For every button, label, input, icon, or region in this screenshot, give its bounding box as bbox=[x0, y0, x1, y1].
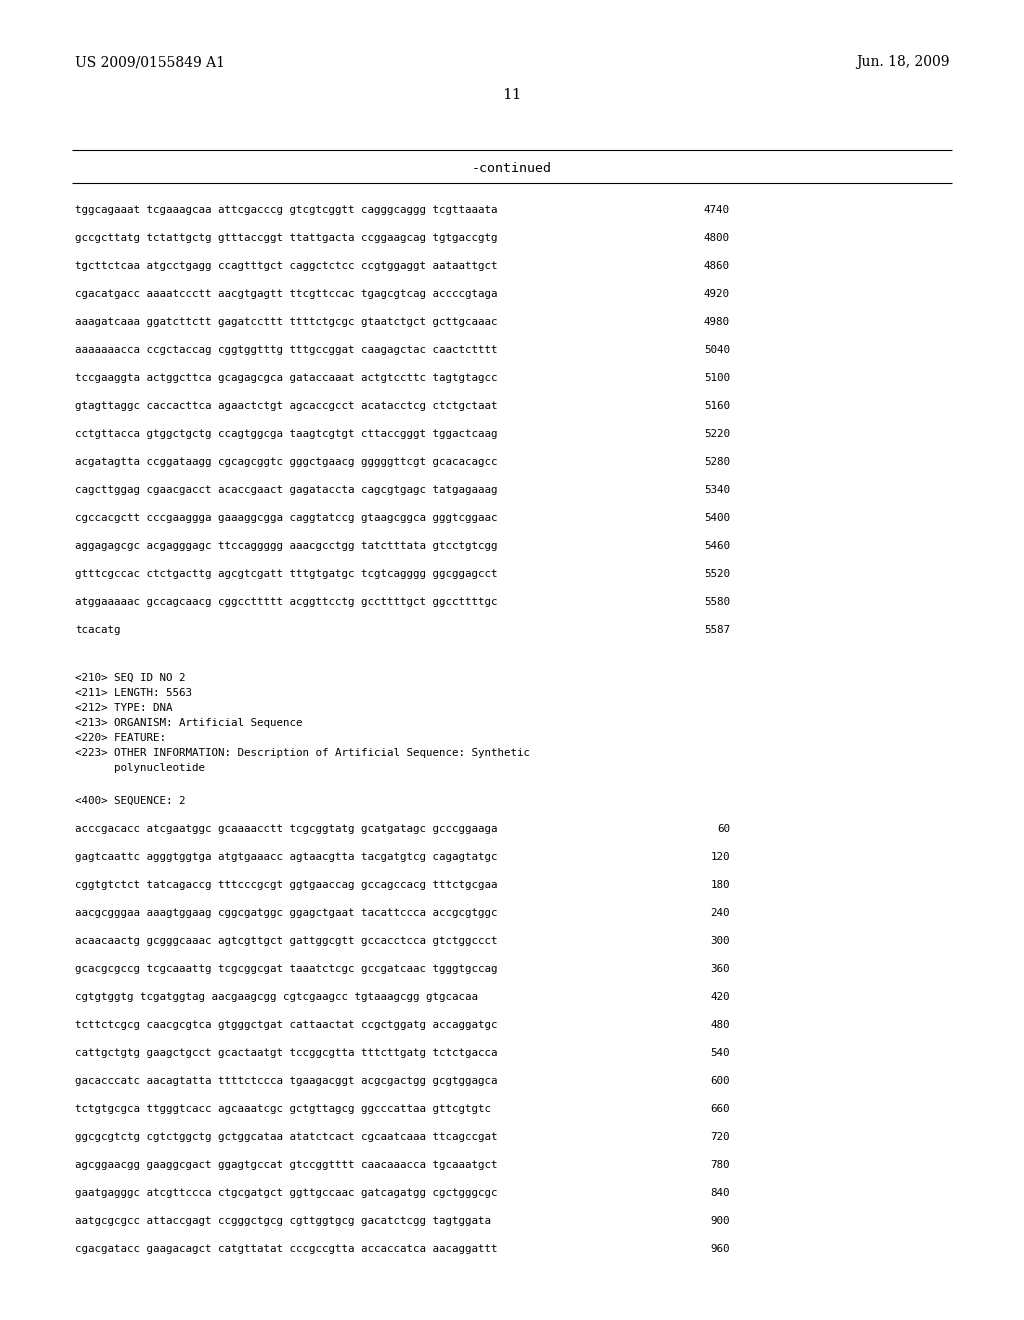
Text: <220> FEATURE:: <220> FEATURE: bbox=[75, 733, 166, 743]
Text: cattgctgtg gaagctgcct gcactaatgt tccggcgtta tttcttgatg tctctgacca: cattgctgtg gaagctgcct gcactaatgt tccggcg… bbox=[75, 1048, 498, 1059]
Text: 180: 180 bbox=[711, 880, 730, 890]
Text: 900: 900 bbox=[711, 1216, 730, 1226]
Text: 660: 660 bbox=[711, 1104, 730, 1114]
Text: 5220: 5220 bbox=[705, 429, 730, 440]
Text: cgacatgacc aaaatccctt aacgtgagtt ttcgttccac tgagcgtcag accccgtaga: cgacatgacc aaaatccctt aacgtgagtt ttcgttc… bbox=[75, 289, 498, 300]
Text: tccgaaggta actggcttca gcagagcgca gataccaaat actgtccttc tagtgtagcc: tccgaaggta actggcttca gcagagcgca gatacca… bbox=[75, 374, 498, 383]
Text: 600: 600 bbox=[711, 1076, 730, 1086]
Text: aatgcgcgcc attaccgagt ccgggctgcg cgttggtgcg gacatctcgg tagtggata: aatgcgcgcc attaccgagt ccgggctgcg cgttggt… bbox=[75, 1216, 490, 1226]
Text: US 2009/0155849 A1: US 2009/0155849 A1 bbox=[75, 55, 225, 69]
Text: cgtgtggtg tcgatggtag aacgaagcgg cgtcgaagcc tgtaaagcgg gtgcacaa: cgtgtggtg tcgatggtag aacgaagcgg cgtcgaag… bbox=[75, 993, 478, 1002]
Text: tcacatg: tcacatg bbox=[75, 624, 121, 635]
Text: <223> OTHER INFORMATION: Description of Artificial Sequence: Synthetic: <223> OTHER INFORMATION: Description of … bbox=[75, 748, 530, 758]
Text: <213> ORGANISM: Artificial Sequence: <213> ORGANISM: Artificial Sequence bbox=[75, 718, 302, 729]
Text: 4800: 4800 bbox=[705, 234, 730, 243]
Text: cggtgtctct tatcagaccg tttcccgcgt ggtgaaccag gccagccacg tttctgcgaa: cggtgtctct tatcagaccg tttcccgcgt ggtgaac… bbox=[75, 880, 498, 890]
Text: 480: 480 bbox=[711, 1020, 730, 1030]
Text: 11: 11 bbox=[502, 88, 522, 102]
Text: 720: 720 bbox=[711, 1133, 730, 1142]
Text: tggcagaaat tcgaaagcaa attcgacccg gtcgtcggtt cagggcaggg tcgttaaata: tggcagaaat tcgaaagcaa attcgacccg gtcgtcg… bbox=[75, 205, 498, 215]
Text: tgcttctcaa atgcctgagg ccagtttgct caggctctcc ccgtggaggt aataattgct: tgcttctcaa atgcctgagg ccagtttgct caggctc… bbox=[75, 261, 498, 271]
Text: aaagatcaaa ggatcttctt gagatccttt ttttctgcgc gtaatctgct gcttgcaaac: aaagatcaaa ggatcttctt gagatccttt ttttctg… bbox=[75, 317, 498, 327]
Text: cgccacgctt cccgaaggga gaaaggcgga caggtatccg gtaagcggca gggtcggaac: cgccacgctt cccgaaggga gaaaggcgga caggtat… bbox=[75, 513, 498, 523]
Text: <211> LENGTH: 5563: <211> LENGTH: 5563 bbox=[75, 688, 193, 698]
Text: atggaaaaac gccagcaacg cggccttttt acggttcctg gccttttgct ggccttttgc: atggaaaaac gccagcaacg cggccttttt acggttc… bbox=[75, 597, 498, 607]
Text: gagtcaattc agggtggtga atgtgaaacc agtaacgtta tacgatgtcg cagagtatgc: gagtcaattc agggtggtga atgtgaaacc agtaacg… bbox=[75, 851, 498, 862]
Text: gacacccatc aacagtatta ttttctccca tgaagacggt acgcgactgg gcgtggagca: gacacccatc aacagtatta ttttctccca tgaagac… bbox=[75, 1076, 498, 1086]
Text: ggcgcgtctg cgtctggctg gctggcataa atatctcact cgcaatcaaa ttcagccgat: ggcgcgtctg cgtctggctg gctggcataa atatctc… bbox=[75, 1133, 498, 1142]
Text: acgatagtta ccggataagg cgcagcggtc gggctgaacg gggggttcgt gcacacagcc: acgatagtta ccggataagg cgcagcggtc gggctga… bbox=[75, 457, 498, 467]
Text: 4860: 4860 bbox=[705, 261, 730, 271]
Text: 5160: 5160 bbox=[705, 401, 730, 411]
Text: tcttctcgcg caacgcgtca gtgggctgat cattaactat ccgctggatg accaggatgc: tcttctcgcg caacgcgtca gtgggctgat cattaac… bbox=[75, 1020, 498, 1030]
Text: 5460: 5460 bbox=[705, 541, 730, 550]
Text: 5100: 5100 bbox=[705, 374, 730, 383]
Text: -continued: -continued bbox=[472, 161, 552, 174]
Text: Jun. 18, 2009: Jun. 18, 2009 bbox=[856, 55, 950, 69]
Text: aggagagcgc acgagggagc ttccaggggg aaacgcctgg tatctttata gtcctgtcgg: aggagagcgc acgagggagc ttccaggggg aaacgcc… bbox=[75, 541, 498, 550]
Text: 4740: 4740 bbox=[705, 205, 730, 215]
Text: 5040: 5040 bbox=[705, 345, 730, 355]
Text: 5520: 5520 bbox=[705, 569, 730, 579]
Text: 240: 240 bbox=[711, 908, 730, 917]
Text: 360: 360 bbox=[711, 964, 730, 974]
Text: aaaaaaacca ccgctaccag cggtggtttg tttgccggat caagagctac caactctttt: aaaaaaacca ccgctaccag cggtggtttg tttgccg… bbox=[75, 345, 498, 355]
Text: gtagttaggc caccacttca agaactctgt agcaccgcct acatacctcg ctctgctaat: gtagttaggc caccacttca agaactctgt agcaccg… bbox=[75, 401, 498, 411]
Text: 120: 120 bbox=[711, 851, 730, 862]
Text: 840: 840 bbox=[711, 1188, 730, 1199]
Text: 5400: 5400 bbox=[705, 513, 730, 523]
Text: gcacgcgccg tcgcaaattg tcgcggcgat taaatctcgc gccgatcaac tgggtgccag: gcacgcgccg tcgcaaattg tcgcggcgat taaatct… bbox=[75, 964, 498, 974]
Text: agcggaacgg gaaggcgact ggagtgccat gtccggtttt caacaaacca tgcaaatgct: agcggaacgg gaaggcgact ggagtgccat gtccggt… bbox=[75, 1160, 498, 1170]
Text: <210> SEQ ID NO 2: <210> SEQ ID NO 2 bbox=[75, 673, 185, 682]
Text: tctgtgcgca ttgggtcacc agcaaatcgc gctgttagcg ggcccattaa gttcgtgtc: tctgtgcgca ttgggtcacc agcaaatcgc gctgtta… bbox=[75, 1104, 490, 1114]
Text: 4920: 4920 bbox=[705, 289, 730, 300]
Text: cgacgatacc gaagacagct catgttatat cccgccgtta accaccatca aacaggattt: cgacgatacc gaagacagct catgttatat cccgccg… bbox=[75, 1243, 498, 1254]
Text: 540: 540 bbox=[711, 1048, 730, 1059]
Text: 300: 300 bbox=[711, 936, 730, 946]
Text: 960: 960 bbox=[711, 1243, 730, 1254]
Text: 5340: 5340 bbox=[705, 484, 730, 495]
Text: 5280: 5280 bbox=[705, 457, 730, 467]
Text: gaatgagggc atcgttccca ctgcgatgct ggttgccaac gatcagatgg cgctgggcgc: gaatgagggc atcgttccca ctgcgatgct ggttgcc… bbox=[75, 1188, 498, 1199]
Text: <400> SEQUENCE: 2: <400> SEQUENCE: 2 bbox=[75, 796, 185, 807]
Text: acaacaactg gcgggcaaac agtcgttgct gattggcgtt gccacctcca gtctggccct: acaacaactg gcgggcaaac agtcgttgct gattggc… bbox=[75, 936, 498, 946]
Text: 60: 60 bbox=[717, 824, 730, 834]
Text: polynucleotide: polynucleotide bbox=[75, 763, 205, 774]
Text: 4980: 4980 bbox=[705, 317, 730, 327]
Text: acccgacacc atcgaatggc gcaaaacctt tcgcggtatg gcatgatagc gcccggaaga: acccgacacc atcgaatggc gcaaaacctt tcgcggt… bbox=[75, 824, 498, 834]
Text: 5580: 5580 bbox=[705, 597, 730, 607]
Text: 780: 780 bbox=[711, 1160, 730, 1170]
Text: gccgcttatg tctattgctg gtttaccggt ttattgacta ccggaagcag tgtgaccgtg: gccgcttatg tctattgctg gtttaccggt ttattga… bbox=[75, 234, 498, 243]
Text: gtttcgccac ctctgacttg agcgtcgatt tttgtgatgc tcgtcagggg ggcggagcct: gtttcgccac ctctgacttg agcgtcgatt tttgtga… bbox=[75, 569, 498, 579]
Text: 5587: 5587 bbox=[705, 624, 730, 635]
Text: 420: 420 bbox=[711, 993, 730, 1002]
Text: cctgttacca gtggctgctg ccagtggcga taagtcgtgt cttaccgggt tggactcaag: cctgttacca gtggctgctg ccagtggcga taagtcg… bbox=[75, 429, 498, 440]
Text: <212> TYPE: DNA: <212> TYPE: DNA bbox=[75, 704, 172, 713]
Text: cagcttggag cgaacgacct acaccgaact gagataccta cagcgtgagc tatgagaaag: cagcttggag cgaacgacct acaccgaact gagatac… bbox=[75, 484, 498, 495]
Text: aacgcgggaa aaagtggaag cggcgatggc ggagctgaat tacattccca accgcgtggc: aacgcgggaa aaagtggaag cggcgatggc ggagctg… bbox=[75, 908, 498, 917]
